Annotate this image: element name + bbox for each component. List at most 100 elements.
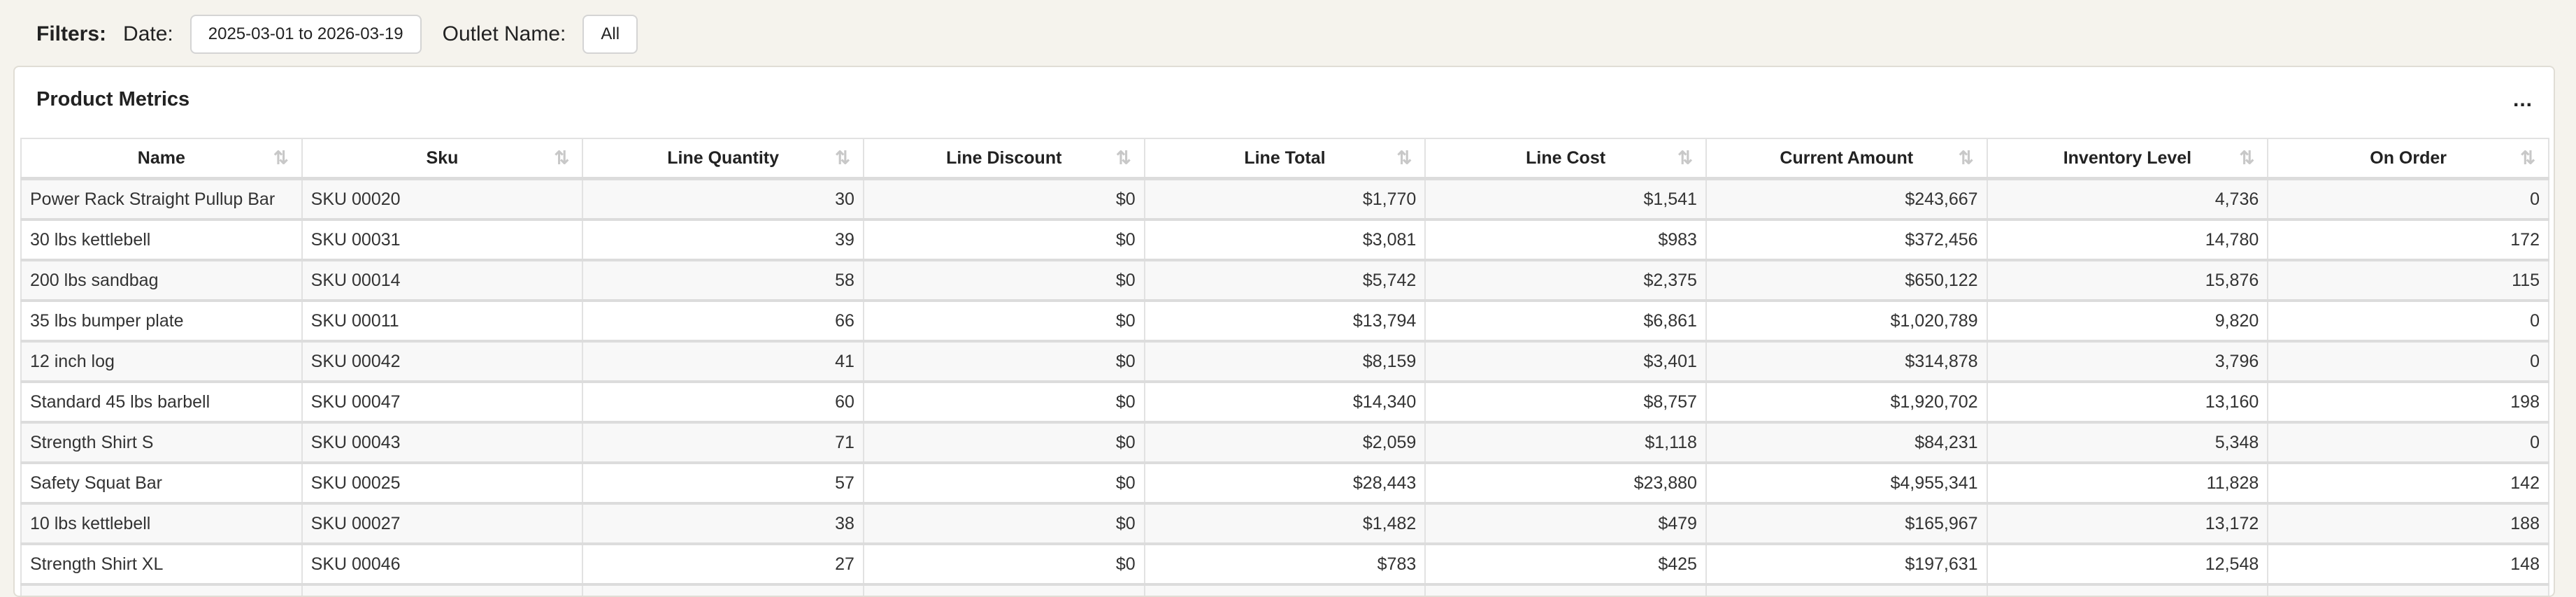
cell-line-quantity: 60 — [582, 381, 864, 423]
sort-icon[interactable]: ⇅ — [835, 147, 850, 168]
cell-inventory-level: 3,796 — [1986, 340, 2269, 382]
cell-line-total: $2,059 — [1143, 422, 1426, 463]
cell-inventory-level: 11,828 — [1986, 462, 2269, 504]
cell-sku: SKU 00031 — [301, 219, 584, 261]
cell-current-amount: $650,122 — [1705, 259, 1988, 301]
cell-inventory-level: 12,548 — [1986, 543, 2269, 585]
table-row[interactable]: 30 lbs kettlebell SKU 00031 39 $0 $3,081 $983… — [20, 219, 2549, 261]
table-row[interactable]: 10 lbs kettlebell SKU 00027 38 $0 $1,482 $479… — [20, 503, 2549, 545]
cell-line-cost: $23,880 — [1424, 462, 1707, 504]
column-header-line-total[interactable]: Line Total ⇅ — [1143, 138, 1426, 180]
cell-line-total: $13,794 — [1143, 300, 1426, 342]
cell-name: Safety Squat Bar — [20, 462, 303, 504]
more-options-icon[interactable]: ... — [2512, 88, 2533, 111]
column-header-label: Line Total — [1244, 148, 1326, 168]
cell-line-quantity: 57 — [582, 462, 864, 504]
cell-line-quantity: 71 — [582, 422, 864, 463]
outlet-name-select[interactable]: All — [582, 15, 638, 54]
cell-line-total: $1,770 — [1143, 178, 1426, 220]
table-row[interactable]: Strength Shirt XL SKU 00046 27 $0 $783 $425 $1… — [20, 543, 2549, 585]
cell-line-cost: $479 — [1424, 503, 1707, 545]
cell-line-quantity: 38 — [582, 503, 864, 545]
cell-line-discount: $0 — [862, 219, 1145, 261]
date-filter-label: Date: — [123, 22, 173, 45]
outlet-filter-label: Outlet Name: — [442, 22, 566, 45]
sort-icon[interactable]: ⇅ — [1958, 147, 1974, 168]
column-header-current-amount[interactable]: Current Amount ⇅ — [1705, 138, 1988, 180]
sort-icon[interactable]: ⇅ — [1677, 147, 1693, 168]
empty-cell — [1705, 584, 1988, 596]
empty-cell — [20, 584, 303, 596]
cell-inventory-level: 15,876 — [1986, 259, 2269, 301]
cell-line-total: $3,081 — [1143, 219, 1426, 261]
cell-sku: SKU 00025 — [301, 462, 584, 504]
empty-cell — [1424, 584, 1707, 596]
cell-on-order: 0 — [2267, 178, 2549, 220]
date-range-picker[interactable]: 2025-03-01 to 2026-03-19 — [189, 15, 422, 54]
column-header-on-order[interactable]: On Order ⇅ — [2267, 138, 2549, 180]
card-title: Product Metrics — [36, 88, 190, 110]
cell-line-cost: $425 — [1424, 543, 1707, 585]
cell-line-discount: $0 — [862, 340, 1145, 382]
column-header-line-discount[interactable]: Line Discount ⇅ — [862, 138, 1145, 180]
empty-cell — [2267, 584, 2549, 596]
cell-line-cost: $8,757 — [1424, 381, 1707, 423]
cell-inventory-level: 9,820 — [1986, 300, 2269, 342]
cell-current-amount: $372,456 — [1705, 219, 1988, 261]
filters-label: Filters: — [36, 22, 107, 45]
table-row[interactable]: Safety Squat Bar SKU 00025 57 $0 $28,443 $23,… — [20, 462, 2549, 504]
table-row[interactable]: Standard 45 lbs barbell SKU 00047 60 $0 $14,… — [20, 381, 2549, 423]
column-header-inventory-level[interactable]: Inventory Level ⇅ — [1986, 138, 2269, 180]
cell-line-quantity: 30 — [582, 178, 864, 220]
cell-line-quantity: 27 — [582, 543, 864, 585]
cell-on-order: 0 — [2267, 300, 2549, 342]
cell-on-order: 172 — [2267, 219, 2549, 261]
cell-on-order: 198 — [2267, 381, 2549, 423]
cell-current-amount: $84,231 — [1705, 422, 1988, 463]
cell-inventory-level: 5,348 — [1986, 422, 2269, 463]
cell-sku: SKU 00011 — [301, 300, 584, 342]
cell-current-amount: $1,920,702 — [1705, 381, 1988, 423]
cell-sku: SKU 00020 — [301, 178, 584, 220]
sort-icon[interactable]: ⇅ — [1115, 147, 1131, 168]
column-header-line-quantity[interactable]: Line Quantity ⇅ — [582, 138, 864, 180]
cell-current-amount: $314,878 — [1705, 340, 1988, 382]
filter-bar: Filters: Date: 2025-03-01 to 2026-03-19 … — [36, 14, 659, 55]
table-row[interactable]: Strength Shirt S SKU 00043 71 $0 $2,059 $1,11… — [20, 422, 2549, 463]
table-row[interactable]: 12 inch log SKU 00042 41 $0 $8,159 $3,401 $314… — [20, 340, 2549, 382]
column-header-line-cost[interactable]: Line Cost ⇅ — [1424, 138, 1707, 180]
cell-current-amount: $197,631 — [1705, 543, 1988, 585]
sort-icon[interactable]: ⇅ — [2520, 147, 2535, 168]
cell-on-order: 0 — [2267, 340, 2549, 382]
cell-current-amount: $165,967 — [1705, 503, 1988, 545]
sort-icon[interactable]: ⇅ — [1396, 147, 1412, 168]
cell-line-discount: $0 — [862, 503, 1145, 545]
column-header-name[interactable]: Name ⇅ — [20, 138, 303, 180]
table-row[interactable]: 35 lbs bumper plate SKU 00011 66 $0 $13,794 $… — [20, 300, 2549, 342]
column-header-label: Line Quantity — [667, 148, 779, 168]
table-row-partial — [20, 584, 2549, 596]
sort-icon[interactable]: ⇅ — [273, 147, 289, 168]
cell-sku: SKU 00042 — [301, 340, 584, 382]
sort-icon[interactable]: ⇅ — [554, 147, 570, 168]
cell-sku: SKU 00047 — [301, 381, 584, 423]
cell-line-cost: $1,541 — [1424, 178, 1707, 220]
cell-line-total: $14,340 — [1143, 381, 1426, 423]
empty-cell — [1986, 584, 2269, 596]
cell-name: Power Rack Straight Pullup Bar — [20, 178, 303, 220]
cell-sku: SKU 00046 — [301, 543, 584, 585]
cell-name: 35 lbs bumper plate — [20, 300, 303, 342]
cell-inventory-level: 13,172 — [1986, 503, 2269, 545]
column-header-sku[interactable]: Sku ⇅ — [301, 138, 584, 180]
sort-icon[interactable]: ⇅ — [2239, 147, 2255, 168]
cell-inventory-level: 13,160 — [1986, 381, 2269, 423]
cell-inventory-level: 4,736 — [1986, 178, 2269, 220]
cell-line-cost: $983 — [1424, 219, 1707, 261]
cell-line-discount: $0 — [862, 381, 1145, 423]
cell-line-discount: $0 — [862, 543, 1145, 585]
cell-line-cost: $6,861 — [1424, 300, 1707, 342]
table-row[interactable]: Power Rack Straight Pullup Bar SKU 00020 3… — [20, 178, 2549, 220]
cell-current-amount: $243,667 — [1705, 178, 1988, 220]
table-row[interactable]: 200 lbs sandbag SKU 00014 58 $0 $5,742 $2,375… — [20, 259, 2549, 301]
cell-line-quantity: 41 — [582, 340, 864, 382]
